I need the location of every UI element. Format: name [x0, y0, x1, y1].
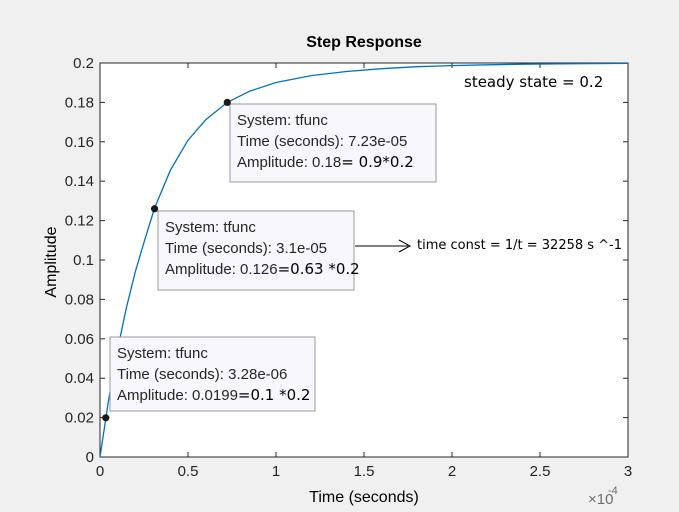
y-tick-label: 0.16 — [65, 134, 94, 151]
y-tick-label: 0.04 — [65, 370, 94, 387]
datatip-line3: Amplitude: 0.0199 — [117, 387, 238, 404]
y-tick-label: 0.08 — [65, 291, 94, 308]
datatip-line3: Amplitude: 0.18 — [237, 154, 341, 171]
datatip-line2: Time (seconds): 3.1e-05 — [165, 240, 327, 257]
y-tick-label: 0 — [86, 449, 94, 466]
datatip-marker[interactable] — [150, 205, 159, 213]
x-tick-label: 0 — [96, 463, 104, 480]
x-tick-label: 2 — [448, 463, 456, 480]
x-exponent-power: -4 — [608, 485, 618, 497]
time-const-note: time const = 1/t = 32258 s ^-1 — [417, 238, 622, 253]
datatip-note: =0.1 *0.2 — [238, 386, 311, 404]
datatip-marker[interactable] — [102, 414, 110, 422]
y-tick-label: 0.1 — [73, 252, 94, 269]
y-tick-label: 0.12 — [65, 213, 94, 230]
datatip[interactable]: System: tfunc Time (seconds): 3.28e-06 Amp… — [102, 336, 316, 422]
y-tick-label: 0.2 — [73, 55, 94, 72]
x-tick-label: 2.5 — [530, 463, 551, 480]
datatip-line1: System: tfunc — [165, 219, 256, 236]
datatip-marker[interactable] — [223, 98, 231, 106]
x-exponent-base: ×10 — [588, 491, 613, 508]
datatip[interactable]: System: tfunc Time (seconds): 7.23e-05 Amp… — [223, 98, 437, 183]
step-response-curve — [99, 62, 629, 458]
x-tick-label: 3 — [624, 463, 632, 480]
x-axis-label: Time (seconds) — [309, 489, 419, 506]
datatip-line3: Amplitude: 0.126 — [165, 261, 278, 278]
datatip-box — [109, 336, 316, 412]
x-tick-label: 1.5 — [354, 463, 375, 480]
y-tick-label: 0.02 — [65, 410, 94, 427]
y-axis-label: Amplitude — [43, 226, 60, 297]
datatip-box — [229, 103, 437, 183]
datatip-box — [157, 210, 355, 291]
datatip-line1: System: tfunc — [117, 345, 208, 362]
y-tick-label: 0.06 — [65, 331, 94, 348]
x-tick-label: 1 — [272, 463, 280, 480]
datatip-line2: Time (seconds): 3.28e-06 — [117, 366, 287, 383]
datatip-line2: Time (seconds): 7.23e-05 — [237, 133, 407, 150]
y-tick-label: 0.18 — [65, 94, 94, 111]
steady-state-note: steady state = 0.2 — [464, 73, 603, 91]
y-tick-label: 0.14 — [65, 173, 94, 190]
datatip[interactable]: System: tfunc Time (seconds): 3.1e-05 Ampl… — [150, 205, 360, 291]
chart-title: Step Response — [306, 34, 422, 51]
x-tick-label: 0.5 — [178, 463, 199, 480]
datatip-line1: System: tfunc — [237, 112, 328, 129]
time-const-arrow-head — [398, 239, 412, 253]
datatip-note: =0.63 *0.2 — [278, 260, 360, 278]
datatip-note: = 0.9*0.2 — [341, 153, 414, 171]
